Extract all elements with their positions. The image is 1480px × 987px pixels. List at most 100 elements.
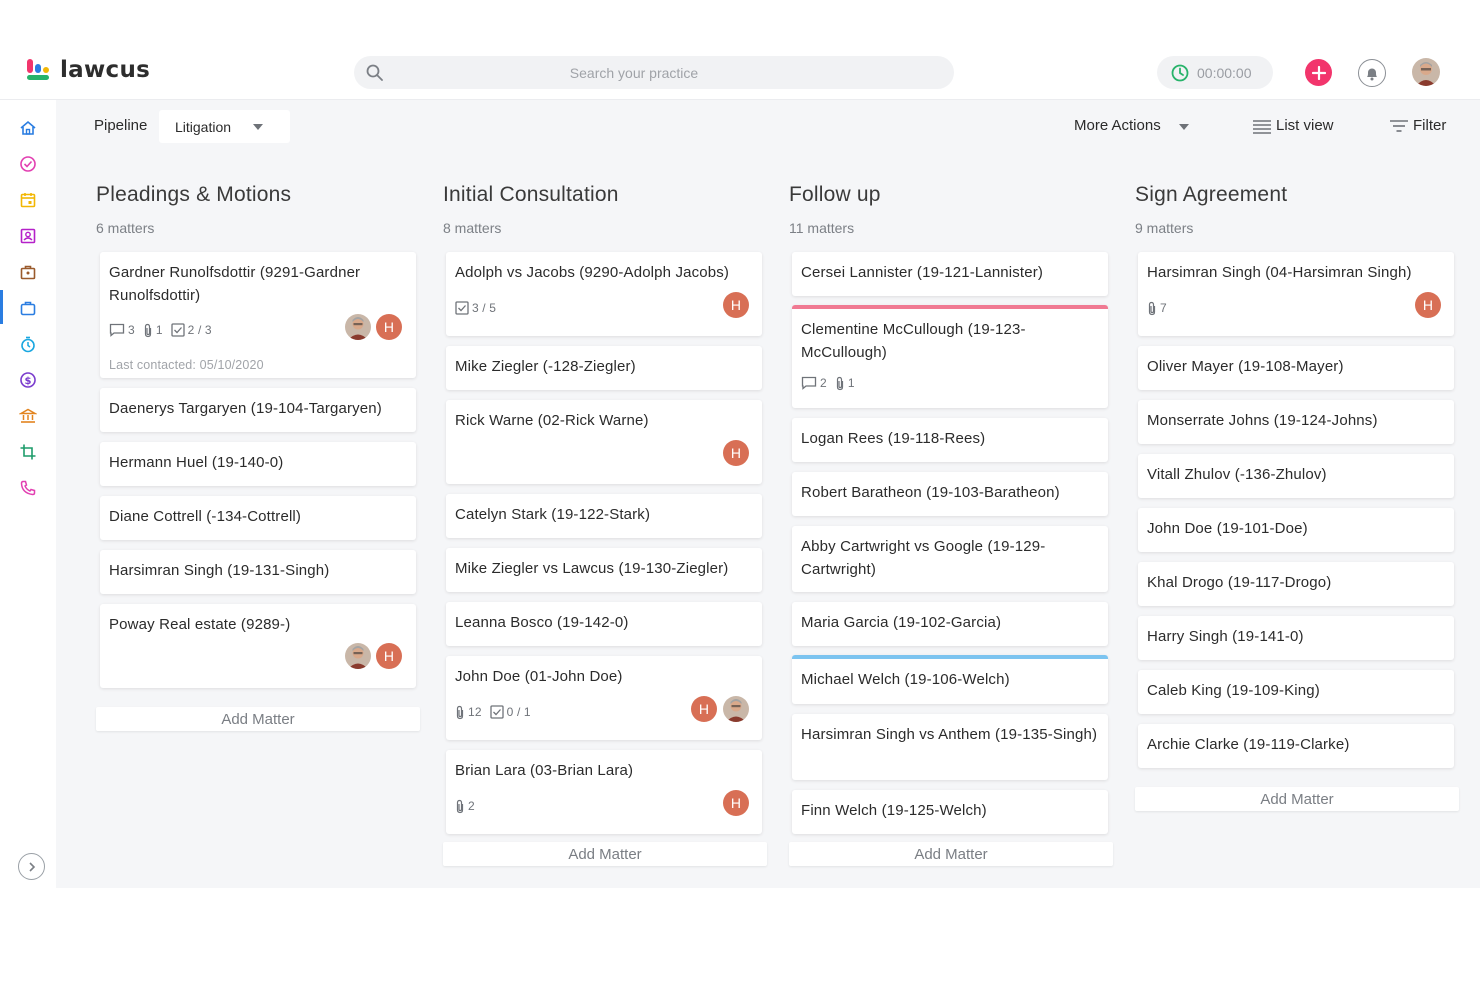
assignee-initial-avatar[interactable]: H [723,790,749,816]
matter-card[interactable]: Diane Cottrell (-134-Cottrell) [100,496,416,540]
add-new-button[interactable] [1305,59,1332,86]
phone-icon [20,480,36,496]
matter-card[interactable]: Harry Singh (19-141-0) [1138,616,1454,660]
matter-title: Michael Welch (19-106-Welch) [801,671,1010,688]
matter-title: Daenerys Targaryen (19-104-Targaryen) [109,400,382,417]
sidebar-item-home[interactable] [14,114,42,142]
matter-card[interactable]: Monserrate Johns (19-124-Johns) [1138,400,1454,444]
matter-card[interactable]: Poway Real estate (9289-) H [100,604,416,688]
column-count: 11 matters [789,220,855,236]
matter-card[interactable]: Finn Welch (19-125-Welch) [792,790,1108,834]
assignee-avatar[interactable] [723,696,749,722]
matter-card[interactable]: Harsimran Singh (04-Harsimran Singh) 7 H [1138,252,1454,336]
assignee-avatar[interactable] [345,643,371,669]
matter-card[interactable]: Adolph vs Jacobs (9290-Adolph Jacobs) 3 … [446,252,762,336]
sidebar-active-indicator [0,290,3,324]
matter-card[interactable]: Maria Garcia (19-102-Garcia) [792,602,1108,646]
add-matter-button[interactable]: Add Matter [1135,787,1459,811]
matter-card[interactable]: Mike Ziegler vs Lawcus (19-130-Ziegler) [446,548,762,592]
timer-value: 00:00:00 [1197,64,1252,81]
matter-card[interactable]: Rick Warne (02-Rick Warne) H [446,400,762,484]
matter-title: Vitall Zhulov (-136-Zhulov) [1147,466,1327,483]
filter-button[interactable]: Filter [1389,117,1446,134]
matter-title: Oliver Mayer (19-108-Mayer) [1147,358,1344,375]
matter-card[interactable]: Michael Welch (19-106-Welch) [792,655,1108,704]
matter-card[interactable]: Archie Clarke (19-119-Clarke) [1138,724,1454,768]
matter-title: Hermann Huel (19-140-0) [109,454,284,471]
search-input[interactable] [394,56,954,89]
matter-title: Poway Real estate (9289-) [109,616,291,633]
matter-card[interactable]: Mike Ziegler (-128-Ziegler) [446,346,762,390]
matter-card[interactable]: Harsimran Singh (19-131-Singh) [100,550,416,594]
assignee-initial-avatar[interactable]: H [376,643,402,669]
comment-icon [801,377,817,391]
matter-card[interactable]: Abby Cartwright vs Google (19-129-Cartwr… [792,526,1108,592]
svg-text:$: $ [25,376,32,387]
add-matter-button[interactable]: Add Matter [96,707,420,731]
sidebar-item-billing[interactable]: $ [14,366,42,394]
add-matter-button[interactable]: Add Matter [789,842,1113,866]
attachments-count: 1 [143,319,163,342]
matter-title: Harsimran Singh vs Anthem (19-135-Singh) [801,726,1098,743]
tasks-value: 0 / 1 [506,705,531,719]
matter-card[interactable]: Khal Drogo (19-117-Drogo) [1138,562,1454,606]
assignee-initial-avatar[interactable]: H [723,292,749,318]
matter-card[interactable]: Hermann Huel (19-140-0) [100,442,416,486]
attachments-count: 7 [1147,297,1167,320]
assignee-initial-avatar[interactable]: H [1415,292,1441,318]
status-color-bar [792,305,1108,309]
more-actions-dropdown[interactable]: More Actions [1074,117,1189,134]
sidebar-item-time[interactable] [14,330,42,358]
sidebar-item-documents[interactable] [14,258,42,286]
matter-title: Logan Rees (19-118-Rees) [801,430,986,447]
matter-card[interactable]: Caleb King (19-109-King) [1138,670,1454,714]
sidebar-expand-button[interactable] [18,853,45,880]
matter-card[interactable]: Brian Lara (03-Brian Lara) 2 H [446,750,762,834]
matter-card[interactable]: Oliver Mayer (19-108-Mayer) [1138,346,1454,390]
matter-card[interactable]: John Doe (19-101-Doe) [1138,508,1454,552]
matter-title: Caleb King (19-109-King) [1147,682,1320,699]
matter-card[interactable]: Logan Rees (19-118-Rees) [792,418,1108,462]
assignee-avatar[interactable] [345,314,371,340]
matter-title: Robert Baratheon (19-103-Baratheon) [801,484,1060,501]
matter-card[interactable]: Clementine McCullough (19-123-McCullough… [792,305,1108,408]
matter-title: John Doe (19-101-Doe) [1147,520,1308,537]
brand-logo[interactable]: lawcus [26,56,150,84]
timer-widget[interactable]: 00:00:00 [1157,56,1273,89]
assignee-initial-avatar[interactable]: H [691,696,717,722]
matter-card[interactable]: Harsimran Singh vs Anthem (19-135-Singh) [792,714,1108,780]
briefcase-icon [20,265,36,280]
attachments-count: 2 [455,795,475,818]
matter-card[interactable]: Catelyn Stark (19-122-Stark) [446,494,762,538]
pipeline-label: Pipeline [94,117,148,134]
assignee-initial-avatar[interactable]: H [376,314,402,340]
matter-card[interactable]: Leanna Bosco (19-142-0) [446,602,762,646]
search-bar[interactable] [354,56,954,89]
matter-card[interactable]: Daenerys Targaryen (19-104-Targaryen) [100,388,416,432]
list-view-button[interactable]: List view [1252,117,1334,134]
user-avatar[interactable] [1412,58,1440,86]
matter-card[interactable]: Vitall Zhulov (-136-Zhulov) [1138,454,1454,498]
sidebar-item-calls[interactable] [14,474,42,502]
add-matter-button[interactable]: Add Matter [443,842,767,866]
calendar-icon [20,193,36,208]
crop-icon [20,444,36,460]
matter-card[interactable]: Robert Baratheon (19-103-Baratheon) [792,472,1108,516]
sidebar-item-contacts[interactable] [14,222,42,250]
paperclip-icon [1148,301,1156,315]
sidebar-item-matters[interactable] [14,294,42,322]
chevron-down-icon [1179,124,1189,130]
assignee-initial-avatar[interactable]: H [723,440,749,466]
matter-card[interactable]: John Doe (01-John Doe) 12 0 / 1 H [446,656,762,740]
matter-card[interactable]: Cersei Lannister (19-121-Lannister) [792,252,1108,296]
matter-meta: 12 0 / 1 [455,701,539,724]
notifications-button[interactable] [1358,59,1386,87]
matter-card[interactable]: Gardner Runolfsdottir (9291-Gardner Runo… [100,252,416,378]
sidebar-item-workflows[interactable] [14,438,42,466]
pipeline-dropdown[interactable]: Litigation [159,110,290,143]
sidebar-item-accounts[interactable] [14,402,42,430]
sidebar-item-tasks[interactable] [14,150,42,178]
checkbox-icon [171,323,185,337]
sidebar-item-calendar[interactable] [14,186,42,214]
column-title: Pleadings & Motions [96,183,292,206]
